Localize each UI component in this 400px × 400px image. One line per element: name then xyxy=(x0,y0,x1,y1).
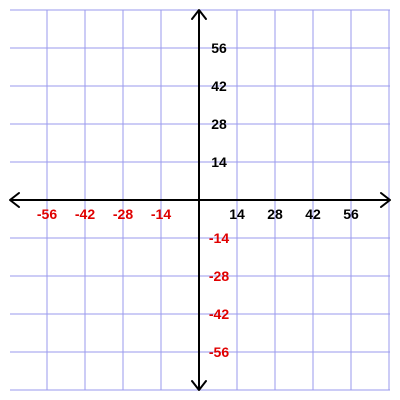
y-tick-label: -14 xyxy=(209,230,229,246)
y-tick-label: 28 xyxy=(211,116,227,132)
x-axis-left-arrow-icon xyxy=(9,192,20,208)
y-tick-label: -42 xyxy=(209,306,229,322)
x-tick-label: 28 xyxy=(267,206,283,222)
x-tick-label: -14 xyxy=(151,206,171,222)
x-tick-label: -28 xyxy=(113,206,133,222)
x-tick-label: 42 xyxy=(305,206,321,222)
x-tick-label: -42 xyxy=(75,206,95,222)
x-tick-label: -56 xyxy=(37,206,57,222)
axes xyxy=(9,9,391,391)
y-tick-label: 56 xyxy=(211,40,227,56)
y-axis-down-arrow-icon xyxy=(191,380,207,391)
x-tick-label: 14 xyxy=(229,206,245,222)
y-tick-label: -56 xyxy=(209,344,229,360)
x-tick-label: 56 xyxy=(343,206,359,222)
y-tick-label: 42 xyxy=(211,78,227,94)
x-axis-right-arrow-icon xyxy=(380,192,391,208)
y-tick-label: -28 xyxy=(209,268,229,284)
y-tick-label: 14 xyxy=(211,154,227,170)
y-axis-up-arrow-icon xyxy=(191,9,207,20)
